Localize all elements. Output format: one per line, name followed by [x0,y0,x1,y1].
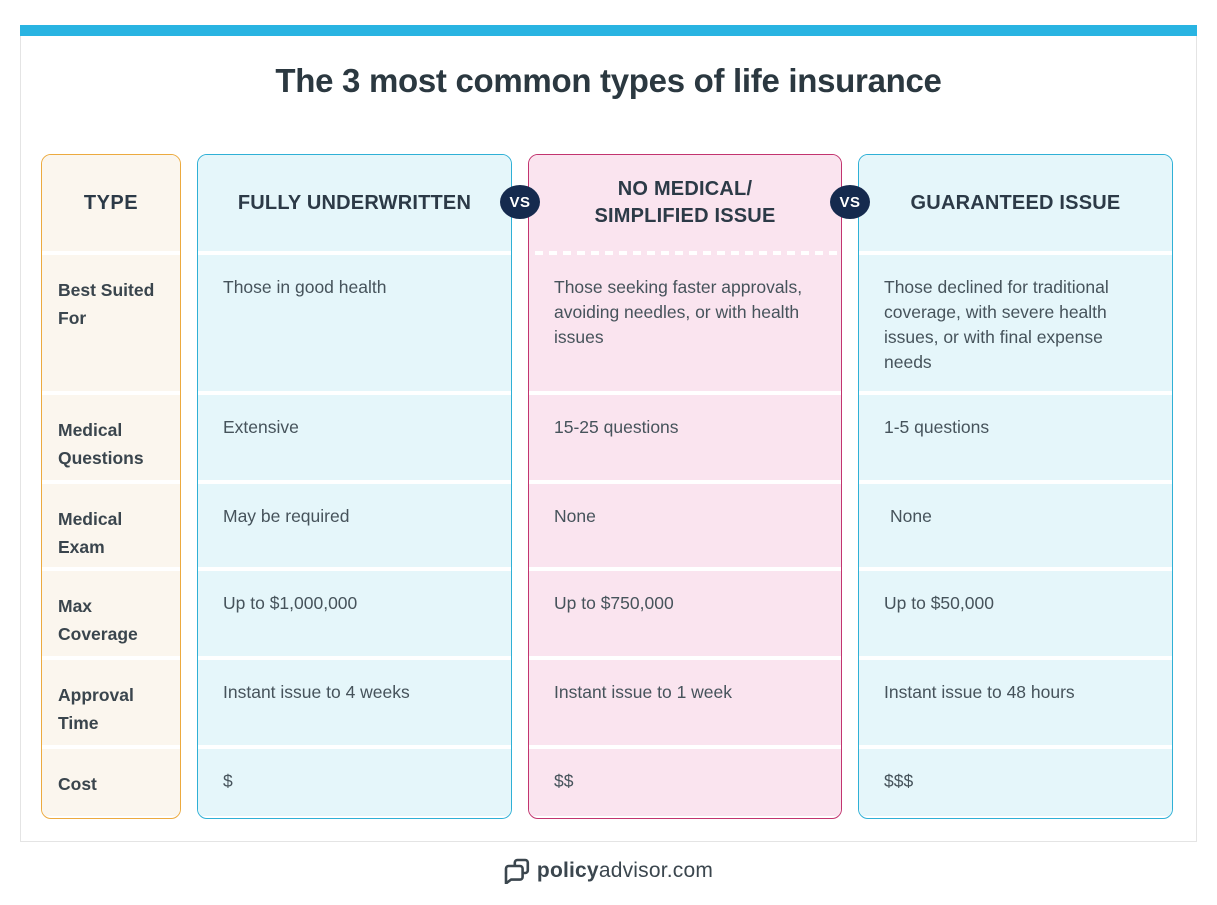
cell-medical-exam: May be required [198,484,511,567]
cell-best-suited-for: Those seeking faster approvals, avoiding… [529,255,841,391]
column-guaranteed-issue: GUARANTEED ISSUE Those declined for trad… [858,154,1173,819]
column-header: FULLY UNDERWRITTEN [198,155,511,251]
row-label-medical-questions: Medical Questions [42,395,180,480]
type-header-label: TYPE [83,191,139,214]
cell-cost: $$$ [859,749,1172,816]
cell-cost: $ [198,749,511,816]
cell-medical-questions: 1-5 questions [859,395,1172,480]
cell-medical-questions: 15-25 questions [529,395,841,480]
vs-badge: VS [830,185,870,219]
cell-medical-exam: None [859,484,1172,567]
cell-approval-time: Instant issue to 48 hours [859,660,1172,745]
column-header-label: FULLY UNDERWRITTEN [237,191,472,214]
comparison-table: TYPE Best Suited For Medical Questions M… [41,154,1173,819]
column-header: NO MEDICAL/ SIMPLIFIED ISSUE [529,155,841,255]
cell-approval-time: Instant issue to 1 week [529,660,841,745]
vs-badge: VS [500,185,540,219]
page-title: The 3 most common types of life insuranc… [275,62,942,99]
row-label-best-suited-for: Best Suited For [42,255,180,391]
row-label-medical-exam: Medical Exam [42,484,180,567]
infographic-card: The 3 most common types of life insuranc… [20,25,1197,842]
row-label-approval-time: Approval Time [42,660,180,745]
cell-cost: $$ [529,749,841,816]
cell-best-suited-for: Those declined for traditional coverage,… [859,255,1172,391]
cell-max-coverage: Up to $1,000,000 [198,571,511,656]
cell-approval-time: Instant issue to 4 weeks [198,660,511,745]
brand-text: policyadvisor.com [537,859,713,883]
column-header-label: NO MEDICAL/ SIMPLIFIED ISSUE [594,178,776,227]
column-type: TYPE Best Suited For Medical Questions M… [41,154,181,819]
row-label-cost: Cost [42,749,180,816]
cell-best-suited-for: Those in good health [198,255,511,391]
brand-text-bold: policy [536,859,599,882]
speech-bubbles-icon [504,858,530,884]
footer-brand: policyadvisor.com [0,858,1217,884]
cell-max-coverage: Up to $50,000 [859,571,1172,656]
column-header: GUARANTEED ISSUE [859,155,1172,251]
brand-text-regular: advisor.com [598,859,714,882]
type-column-header: TYPE [42,155,180,251]
column-fully-underwritten: FULLY UNDERWRITTEN Those in good health … [197,154,512,819]
column-no-medical-simplified-issue: NO MEDICAL/ SIMPLIFIED ISSUE Those seeki… [528,154,842,819]
row-label-max-coverage: Max Coverage [42,571,180,656]
column-header-label: GUARANTEED ISSUE [910,191,1121,214]
accent-top-bar [20,25,1197,36]
cell-max-coverage: Up to $750,000 [529,571,841,656]
cell-medical-exam: None [529,484,841,567]
cell-medical-questions: Extensive [198,395,511,480]
